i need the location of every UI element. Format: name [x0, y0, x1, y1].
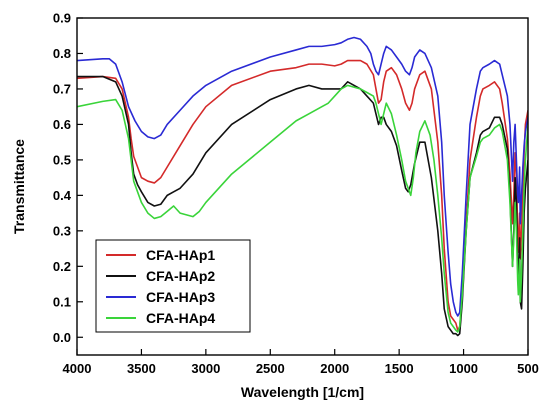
series-layer: [77, 36, 528, 337]
x-tick-label: 4000: [63, 361, 92, 376]
y-tick-label: 0.5: [53, 152, 71, 167]
legend-label: CFA-HAp4: [146, 310, 215, 326]
legend-label: CFA-HAp3: [146, 289, 215, 305]
x-tick-label: 1500: [385, 361, 414, 376]
series-line-1: [77, 59, 528, 331]
y-tick-label: 0.4: [53, 188, 72, 203]
x-axis-title: Wavelength [1/cm]: [241, 384, 364, 400]
series-line-3: [77, 36, 528, 317]
y-tick-label: 0.3: [53, 223, 71, 238]
y-axis-title: Transmittance: [11, 139, 27, 234]
series-line-4: [77, 84, 528, 333]
y-tick-label: 0.9: [53, 11, 71, 26]
y-tick-label: 0.7: [53, 81, 71, 96]
x-tick-label: 500: [517, 361, 539, 376]
y-tick-label: 0.2: [53, 259, 71, 274]
x-tick-label: 2000: [320, 361, 349, 376]
y-tick-label: 0.1: [53, 294, 71, 309]
x-tick-label: 1000: [449, 361, 478, 376]
x-tick-label: 3000: [191, 361, 220, 376]
y-tick-label: 0.6: [53, 117, 71, 132]
y-tick-label: 0.0: [53, 330, 71, 345]
legend-label: CFA-HAp2: [146, 268, 215, 284]
legend: CFA-HAp1 CFA-HAp2 CFA-HAp3 CFA-HAp4: [95, 239, 251, 333]
ticks-layer: 4000 3500 3000 2500 2000 1500 1000 500 0.0 0.1 0.2…: [53, 11, 539, 377]
x-tick-label: 3500: [127, 361, 156, 376]
legend-label: CFA-HAp1: [146, 247, 215, 263]
plot-frame: [76, 17, 529, 356]
x-tick-label: 2500: [256, 361, 285, 376]
y-tick-label: 0.8: [53, 46, 71, 61]
